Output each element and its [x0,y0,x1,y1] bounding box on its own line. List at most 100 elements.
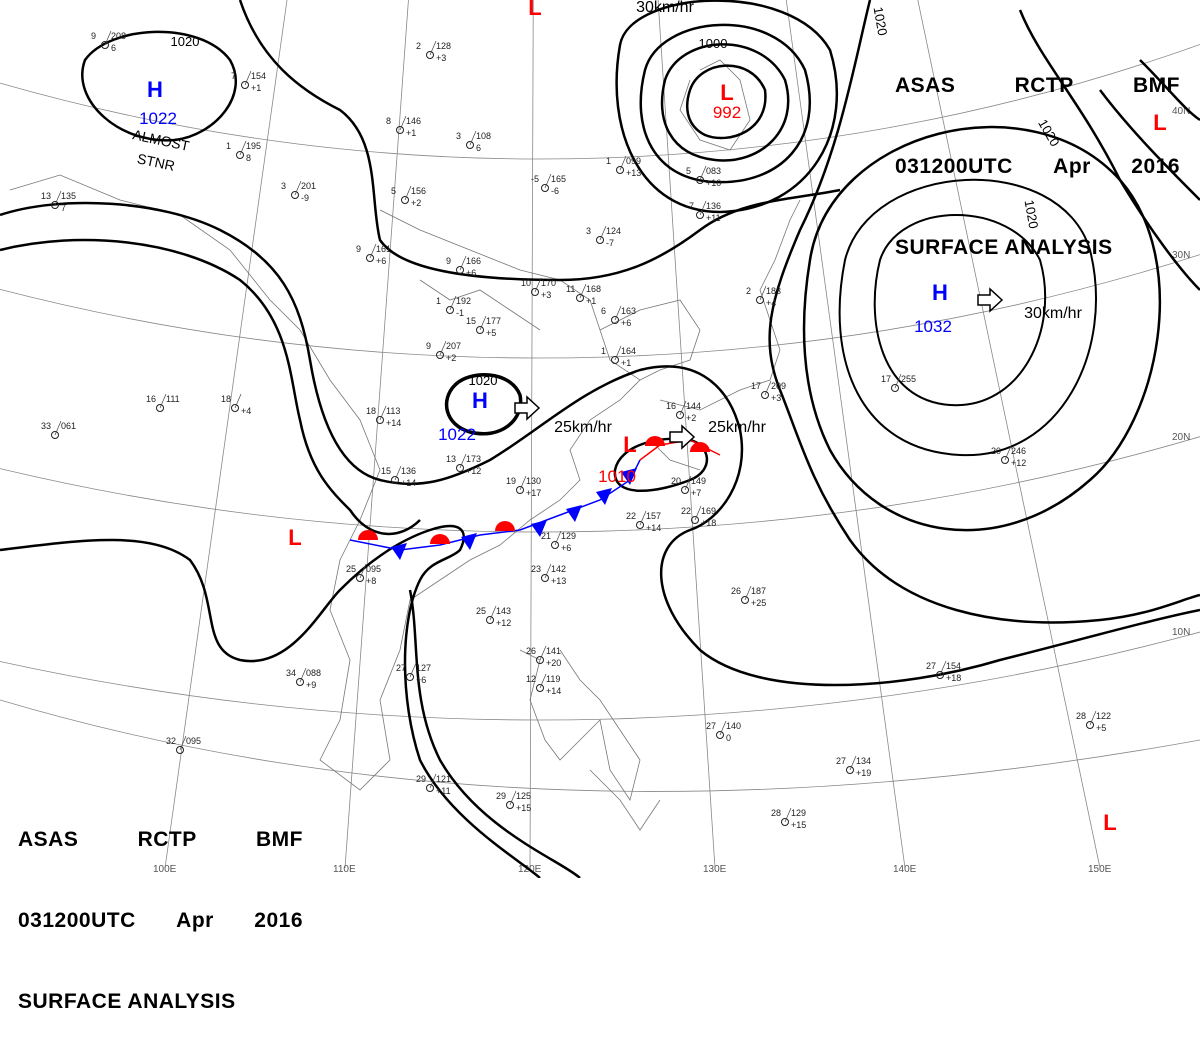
station-circle [291,191,299,199]
station-pressure: 144 [686,401,701,411]
wind-barb [379,405,387,421]
movement-speed: 25km/hr [708,419,766,436]
station-pressure: 173 [466,454,481,464]
station-pressure: 187 [751,586,766,596]
warm-front-semicircle [690,442,710,452]
station-pressure: 157 [646,511,661,521]
station-plot: 28 122 +5 [1076,710,1111,733]
station-plot: 8 146 +1 [386,115,421,138]
station-circle [936,671,944,679]
station-tendency: 6 [476,143,481,153]
station-pressure: 088 [306,668,321,678]
station-plot: 29 125 +15 [496,790,531,813]
station-pressure: 208 [111,31,126,41]
station-temperature: 34 [286,668,296,678]
station-plot: 3 124 -7 [586,225,621,248]
isobar-h1032-outer [802,125,1162,532]
station-tendency: +25 [751,598,766,608]
wind-barb [699,165,707,181]
station-temperature: 13 [446,454,456,464]
almost-stationary-label: STNR [136,150,177,174]
station-temperature: 27 [706,721,716,731]
wind-barb [679,400,687,416]
station-circle [51,431,59,439]
station-temperature: 33 [41,421,51,431]
low-pressure-center: L [1153,110,1166,135]
station-plot: 5 156 +2 [391,185,426,208]
station-circle [426,784,434,792]
station-tendency: +20 [546,658,561,668]
wind-barb [744,585,752,601]
station-pressure: 143 [496,606,511,616]
station-plot: -5 165 -6 [531,173,566,196]
low-marker: L [623,432,636,457]
station-temperature: 3 [281,181,286,191]
isobar-south [408,589,581,878]
station-circle [761,391,769,399]
station-plot: 20 246 +12 [991,445,1026,468]
station-tendency: +1 [621,358,631,368]
isobar-north-china [238,0,841,282]
station-plot: 9 166 +6 [446,255,481,278]
wind-barb [469,130,477,146]
station-plot: 28 129 +15 [771,807,806,830]
wind-barb [359,563,367,579]
station-circle [551,541,559,549]
wind-barb [699,200,707,216]
wind-barb [404,185,412,201]
station-plot: 22 169 +18 [681,505,716,528]
station-temperature: 1 [606,156,611,166]
warm-front-semicircle [358,530,378,540]
station-circle [1086,721,1094,729]
station-temperature: 32 [166,736,176,746]
station-pressure: 095 [366,564,381,574]
station-plot: 26 187 +25 [731,585,766,608]
isobar-l992-inner [686,64,767,140]
wind-barb [299,667,307,683]
station-tendency: -7 [606,238,614,248]
station-plot: 1 192 -1 [436,295,471,318]
station-tendency: +4 [241,406,251,416]
title-code: BMF [1133,74,1180,97]
station-temperature: 19 [506,476,516,486]
station-pressure: 130 [526,476,541,486]
wind-barb [684,475,692,491]
station-plot: 13 135 7 [41,190,76,213]
station-temperature: 15 [466,316,476,326]
movement-arrow-icon [977,287,1004,313]
wind-barb [544,563,552,579]
high-marker: H [472,388,488,413]
wind-barb [449,295,457,311]
station-pressure: 124 [606,226,621,236]
station-temperature: 28 [771,808,781,818]
wind-barb [554,530,562,546]
station-temperature: 25 [476,606,486,616]
movement-speed: 25km/hr [554,419,612,436]
station-circle [406,673,414,681]
station-plot: 15 136 +14 [381,465,416,488]
station-plot: 9 161 +6 [356,243,391,266]
meridian-label: 100E [153,864,177,875]
station-pressure: 136 [706,201,721,211]
stationary-front [349,436,721,560]
wind-barb [399,115,407,131]
station-plot: 20 149 +7 [671,475,706,498]
station-tendency: +15 [791,820,806,830]
isobar-south-china [0,524,541,878]
isobar-label: 1020 [469,373,498,388]
station-pressure: 169 [701,506,716,516]
isobar-label: 1020 [171,34,200,49]
station-pressure: 170 [541,278,556,288]
station-circle [596,236,604,244]
title-analysis: SURFACE ANALYSIS [895,236,1113,259]
station-tendency: -1 [456,308,464,318]
wind-barb [429,773,437,789]
station-tendency: +13 [551,576,566,586]
station-pressure: 113 [386,406,400,416]
station-circle [376,416,384,424]
isobar-long-1020 [0,201,1200,687]
station-temperature: 20 [991,446,1001,456]
station-plot: 34 088 +9 [286,667,321,690]
parallel-label: 20N [1172,432,1190,443]
